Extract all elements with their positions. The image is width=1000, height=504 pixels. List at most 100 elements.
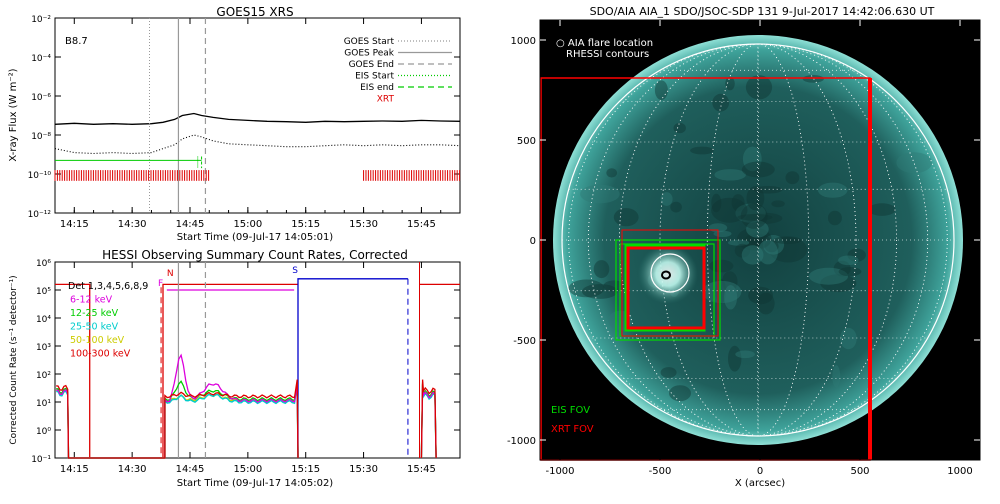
sun-texture-patch — [654, 80, 668, 100]
sun-texture-patch — [832, 365, 841, 388]
hessi-title: HESSI Observing Summary Count Rates, Cor… — [102, 248, 408, 262]
goes-y-tick-label: 10⁻¹² — [28, 210, 52, 220]
sun-texture-patch — [802, 75, 824, 83]
sun-texture-patch — [714, 169, 746, 181]
sun-texture-patch — [743, 233, 771, 249]
sun-texture-patch — [746, 220, 769, 238]
sun-texture-patch — [731, 194, 745, 212]
hessi-marker-s: S — [292, 266, 298, 276]
goes-x-label: Start Time (09-Jul-17 14:05:01) — [177, 232, 334, 243]
hessi-panel: HESSI Observing Summary Count Rates, Cor… — [9, 248, 461, 489]
solar-limb — [561, 43, 955, 437]
sun-texture-patch — [660, 192, 673, 206]
hessi-y-tick-label: 10⁰ — [36, 427, 51, 437]
sun-texture-patch — [735, 350, 755, 359]
sun-texture-patch — [725, 76, 735, 91]
aia-y-tick-label: 1000 — [511, 36, 536, 47]
hessi-x-tick-label: 15:45 — [407, 464, 436, 475]
goes-legend-label: EIS end — [360, 83, 394, 93]
hessi-legend-label: Det 1,3,4,5,6,8,9 — [68, 281, 148, 292]
sun-texture-patch — [734, 243, 751, 258]
sun-texture-patch — [735, 203, 766, 223]
aia-flare-location-circle — [650, 253, 690, 293]
hessi-x-axis: 14:15 14:30 14:45 15:00 15:15 15:30 15:45 — [60, 262, 436, 475]
goes-legend-label: GOES End — [349, 60, 394, 70]
goes-x-tick-label: 15:30 — [349, 219, 378, 230]
goes-legend-label: XRT — [377, 95, 395, 105]
goes-legend-label: GOES Peak — [344, 49, 394, 59]
hessi-y-tick-label: 10³ — [36, 343, 51, 353]
goes-x-tick-label: 14:30 — [118, 219, 147, 230]
goes-x-tick-label: 15:45 — [407, 219, 436, 230]
goes-series-line — [54, 112, 461, 125]
sun-texture-patch — [753, 186, 783, 194]
sun-texture-patch — [746, 186, 765, 211]
sun-texture-patch — [673, 122, 686, 134]
eis-fov-outer — [615, 239, 721, 341]
hessi-legend-label: 6-12 keV — [70, 295, 113, 306]
sun-texture-patch — [820, 274, 857, 293]
aia-x-tick-label: 500 — [850, 466, 869, 477]
hessi-100-300-kev-curve-late — [420, 379, 437, 459]
sun-texture — [568, 75, 932, 402]
goes-x-tick-label: 14:45 — [176, 219, 205, 230]
goes-plot-frame — [54, 17, 461, 214]
hessi-x-tick-label: 15:15 — [291, 464, 320, 475]
aia-x-tick-label: -1000 — [545, 466, 574, 477]
hessi-plot-frame — [54, 261, 461, 459]
hessi-y-axis: 10⁶ 10⁵ 10⁴ 10³ 10² 10¹ 10⁰ 10⁻¹ — [31, 259, 460, 465]
goes-data-lines — [54, 18, 461, 213]
goes-y-tick-label: 10⁻¹⁰ — [28, 171, 52, 181]
goes-x-tick-label: 15:00 — [233, 219, 262, 230]
goes-x-tick-label: 15:15 — [291, 219, 320, 230]
sun-texture-patch — [827, 210, 842, 226]
sun-texture-patch — [741, 161, 775, 178]
sun-texture-patch — [606, 168, 618, 178]
hessi-y-tick-label: 10⁴ — [36, 315, 51, 325]
aia-y-tick-label: -1000 — [507, 436, 536, 447]
hessi-x-label: Start Time (09-Jul-17 14:05:02) — [177, 478, 334, 489]
hessi-12-25-kev-curve — [56, 380, 299, 459]
aia-x-tick-label: -500 — [649, 466, 672, 477]
goes-legend-label: EIS Start — [355, 72, 394, 82]
hessi-legend: Det 1,3,4,5,6,8,9 6-12 keV 12-25 keV 25-50 … — [68, 281, 148, 360]
goes-class-annotation: B8.7 — [65, 36, 88, 47]
sun-texture-patch — [742, 146, 762, 172]
hessi-marker-f: F — [158, 279, 163, 289]
sun-texture-patch — [613, 208, 639, 227]
sun-texture-patch — [593, 260, 610, 279]
goes-series-line — [54, 134, 461, 155]
sun-texture-patch — [764, 240, 779, 253]
sun-texture-patch — [833, 260, 851, 277]
sun-texture-patch — [748, 286, 773, 305]
hessi-y-tick-label: 10¹ — [36, 399, 51, 409]
aia-y-tick-label: 500 — [517, 136, 536, 147]
hessi-y-tick-label: 10⁵ — [36, 287, 51, 297]
hessi-marker-n: N — [167, 269, 174, 279]
goes-x-axis: 14:15 14:30 14:45 15:00 15:15 15:30 15:45 — [54, 18, 461, 230]
hessi-100-300-kev-curve — [56, 379, 299, 459]
hessi-legend-label: 100-300 keV — [70, 349, 131, 360]
sun-texture-patch — [713, 230, 732, 237]
sun-texture-patch — [702, 280, 742, 304]
aia-x-tick-label: 0 — [757, 466, 763, 477]
hessi-x-tick-label: 15:30 — [349, 464, 378, 475]
sun-texture-patch — [712, 93, 730, 112]
sun-texture-patch — [660, 367, 677, 378]
goes-panel: GOES15 XRS 14:15 14:30 14:45 15:00 15:15 15:3… — [8, 5, 461, 243]
hessi-legend-label: 50-100 keV — [70, 335, 125, 346]
sun-texture-patch — [737, 227, 772, 251]
sun-texture-patch — [669, 385, 691, 402]
hessi-x-tick-label: 14:45 — [176, 464, 205, 475]
hessi-x-tick-label: 15:00 — [233, 464, 262, 475]
sun-texture-patch — [728, 345, 742, 372]
hessi-6-12-kev-curve — [56, 353, 299, 459]
aia-x-label: X (arcsec) — [735, 478, 785, 489]
sun-texture-patch — [838, 255, 859, 266]
goes-legend-label: GOES Start — [344, 37, 395, 47]
longitude-line — [587, 43, 929, 437]
sun-texture-patch — [757, 292, 775, 315]
rhessi-contour — [661, 270, 671, 280]
